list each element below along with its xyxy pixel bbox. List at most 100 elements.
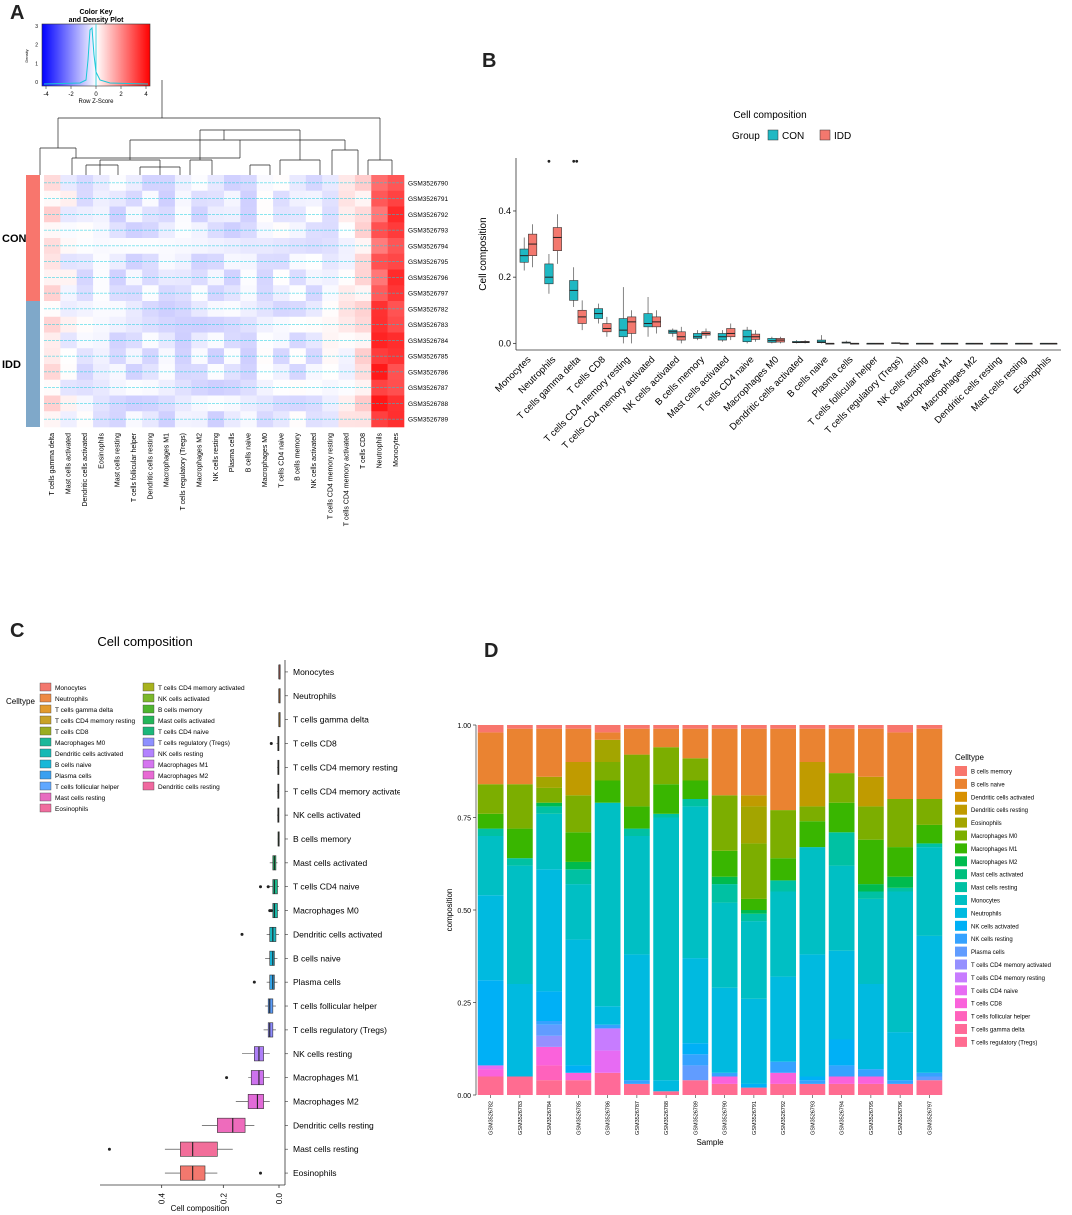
stacked-segment [741,725,767,729]
heatmap-row-label: GSM3526788 [408,401,448,408]
heatmap-col-label: T cells CD8 [360,433,367,469]
stacked-segment [594,725,621,733]
stacked-segment [536,1080,562,1095]
x-tick-label: GSM3526790 [723,1101,729,1135]
color-key-x-tick-label: -4 [43,92,49,98]
box [267,1022,274,1038]
legend-key-con [767,129,779,141]
x-tick-label: GSM3526795 [869,1101,875,1135]
stacked-segment [828,865,855,951]
legend-label: Macrophages M2 [158,773,209,780]
heatmap-cell [354,206,372,223]
heatmap-cell [354,190,372,207]
heatmap-cell [191,411,208,428]
stacked-segment [916,935,943,1073]
legend-key [955,778,967,789]
x-tick-label: GSM3526782 [489,1101,495,1135]
y-tick-label: 0.75 [457,816,471,823]
heatmap-cell [354,332,372,349]
heatmap-cell [174,379,192,396]
stacked-segment [682,1065,709,1081]
y-axis-label: Cell composition [478,217,489,290]
legend-key [955,791,967,802]
heatmap-cell [174,301,192,318]
stacked-segment [477,813,504,829]
legend-label: Dendritic cells resting [158,784,220,791]
stacked-segment [624,836,650,955]
legend-key [39,781,52,791]
color-key-x-tick-label: -2 [68,92,74,98]
stacked-segment [858,839,884,885]
stacked-segment [916,847,943,936]
legend-key [39,748,52,758]
color-key-y-tick-label: 3 [35,24,38,30]
box-idd [676,331,686,341]
box-idd [726,328,736,338]
heatmap-cell [387,238,405,255]
group-bar-con [26,175,40,301]
stacked-segment [770,1061,796,1073]
legend-key [39,803,52,813]
heatmap-cell [207,411,225,428]
stacked-segment [741,998,767,1084]
heatmap-cell [387,175,405,192]
box [267,998,274,1014]
legend-key [142,726,155,736]
x-tick-label: GSM3526785 [576,1101,582,1135]
outlier-point [259,1171,262,1175]
heatmap-cell [371,238,388,255]
y-tick-label: T cells CD4 memory activated [293,786,400,796]
stacked-segment [477,980,504,1066]
heatmap-col-label: Dendritic cells resting [147,433,154,500]
heatmap-cell [191,301,208,318]
color-key-xlabel: Row Z-Score [78,99,114,105]
y-tick-label: 0.4 [498,206,511,216]
box-con [816,339,826,344]
heatmap-cell [354,175,372,192]
y-tick-label: B cells memory [293,834,352,844]
stacked-segment [536,776,562,788]
heatmap-cell [387,285,405,302]
legend-label: NK cells resting [971,937,1013,943]
group-bar-idd [26,301,40,427]
stacked-segment [594,762,621,781]
heatmap-col-label: T cells regulatory (Tregs) [180,433,187,510]
legend-label: Eosinophils [971,821,1002,827]
legend-key [955,998,967,1009]
heatmap-col-label: Eosinophils [98,433,105,469]
heatmap-cell [207,285,225,302]
heatmap-cell [387,206,405,223]
legend-key [955,959,967,970]
stacked-segment [477,732,504,785]
heatmap-cell [174,411,192,428]
heatmap-col-label: Plasma cells [229,433,236,473]
heatmap-cell [371,411,388,428]
legend-key [39,693,52,703]
legend-label: T cells CD4 memory activated [158,685,245,692]
stacked-segment [594,1024,621,1029]
color-key-x-tick-label: 2 [119,92,123,98]
heatmap-row-label: GSM3526785 [408,354,448,361]
stacked-segment [565,795,592,833]
stacked-segment [653,813,679,818]
heatmap-cell [174,206,192,223]
legend-key [142,704,155,714]
box [180,1141,218,1157]
stacked-segment [916,799,943,825]
heatmap-cell [354,301,372,318]
stacked-segment [916,1076,943,1081]
box-con [618,318,628,338]
legend-title: Celltype [955,753,984,762]
y-tick-label: Macrophages M1 [293,1073,359,1083]
heatmap-col-label: Macrophages M1 [164,433,171,487]
heatmap-row-label: GSM3526789 [408,417,448,424]
heatmap-cell [207,190,225,207]
stacked-segment [858,884,884,892]
heatmap-cell [354,411,372,428]
panel-label-d: D [484,640,499,662]
stacked-segment [770,1083,796,1095]
legend-key [955,830,967,841]
outlier-point [572,159,576,163]
stacked-segment [887,847,913,877]
legend-label: T cells regulatory (Tregs) [971,1040,1037,1046]
